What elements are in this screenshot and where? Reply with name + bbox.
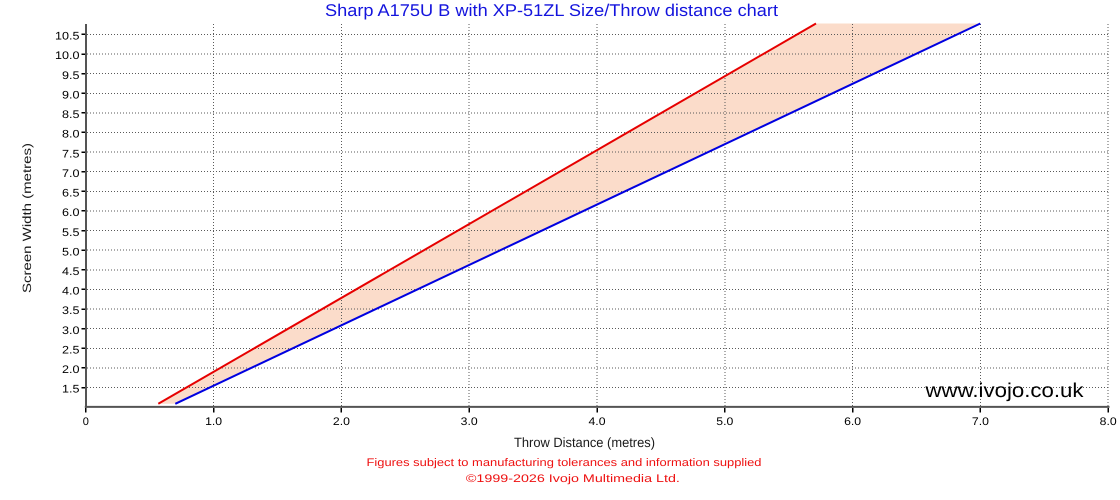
svg-text:5.5: 5.5 [62,227,80,239]
svg-text:6.0: 6.0 [844,416,861,428]
svg-text:3.0: 3.0 [62,325,80,337]
svg-text:Sharp A175U B with XP-51ZL Siz: Sharp A175U B with XP-51ZL Size/Throw di… [325,1,778,20]
svg-text:5.0: 5.0 [716,416,733,428]
svg-text:7.5: 7.5 [62,148,80,160]
svg-text:©1999-2026 Ivojo Multimedia Lt: ©1999-2026 Ivojo Multimedia Ltd. [466,473,680,485]
svg-text:Throw Distance (metres): Throw Distance (metres) [514,435,655,450]
svg-text:5.0: 5.0 [62,246,80,258]
svg-text:1.5: 1.5 [62,384,80,396]
svg-text:9.5: 9.5 [62,70,80,82]
svg-text:3.5: 3.5 [62,305,80,317]
svg-text:www.ivojo.co.uk: www.ivojo.co.uk [924,380,1084,402]
svg-text:10.0: 10.0 [55,50,80,62]
svg-text:Figures subject to manufacturi: Figures subject to manufacturing toleran… [367,457,762,469]
svg-text:0: 0 [83,416,89,428]
svg-text:4.5: 4.5 [62,266,80,278]
svg-text:6.5: 6.5 [62,188,80,200]
svg-text:4.0: 4.0 [62,286,80,298]
svg-text:8.5: 8.5 [62,109,80,121]
svg-text:7.0: 7.0 [972,416,989,428]
svg-text:Screen Width (metres): Screen Width (metres) [20,143,34,293]
svg-text:3.0: 3.0 [461,416,478,428]
svg-text:2.0: 2.0 [62,364,80,376]
svg-text:8.0: 8.0 [1100,416,1117,428]
svg-text:8.0: 8.0 [62,129,80,141]
svg-text:2.5: 2.5 [62,344,80,356]
svg-text:6.0: 6.0 [62,207,80,219]
svg-text:7.0: 7.0 [62,168,80,180]
svg-text:10.5: 10.5 [55,31,80,43]
svg-text:4.0: 4.0 [589,416,606,428]
svg-text:1.0: 1.0 [205,416,222,428]
svg-text:2.0: 2.0 [333,416,350,428]
svg-text:9.0: 9.0 [62,89,80,101]
